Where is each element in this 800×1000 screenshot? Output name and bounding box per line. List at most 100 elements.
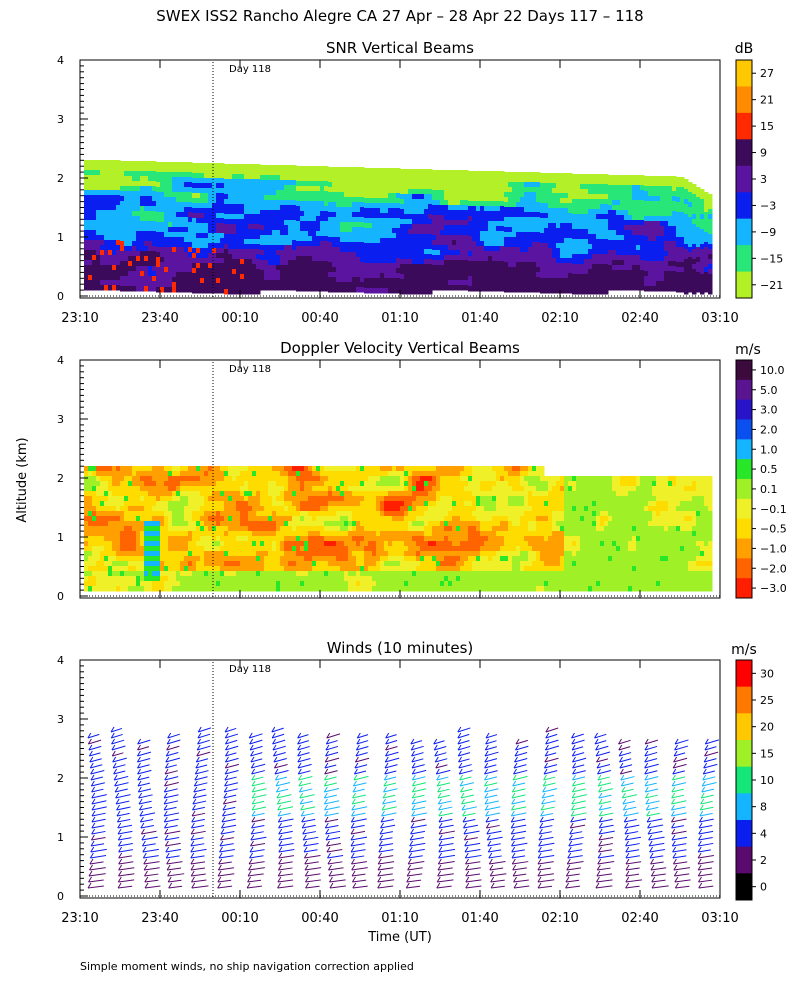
snr-cell [408,259,413,265]
doppler-cell [196,531,201,537]
snr-cell [472,266,477,272]
snr-cell [416,194,421,200]
snr-cell [464,235,469,241]
doppler-cell [84,561,89,567]
snr-cell [460,180,465,186]
snr-cell [404,244,409,250]
snr-cell [376,183,381,189]
snr-cell [616,190,621,196]
snr-cell [160,252,165,258]
snr-cell [348,227,353,233]
snr-cell [624,200,629,206]
snr-cell [256,179,261,185]
snr-cell [432,190,437,196]
doppler-cell [92,541,97,547]
snr-cell [500,221,505,227]
snr-cell [104,235,109,241]
snr-cell [548,288,553,294]
snr-cell [640,250,645,256]
snr-cell [260,250,265,256]
snr-cell [100,170,105,176]
snr-cell [552,273,557,279]
snr-cell [464,230,469,236]
snr-cell [708,229,713,235]
snr-cell [596,174,601,180]
snr-cell [544,238,549,244]
snr-cell [476,201,481,207]
snr-cell [212,188,217,194]
snr-cell [596,234,601,240]
snr-cell [592,244,597,250]
snr-cell [636,280,641,286]
doppler-cell [148,531,153,537]
snr-cell [560,223,565,229]
snr-cell [428,174,433,180]
snr-cell [424,259,429,265]
snr-cell [140,161,145,167]
snr-cell [228,164,233,170]
snr-cell [480,251,485,257]
snr-cell [400,189,405,195]
snr-cell [660,216,665,222]
snr-cell [164,202,169,208]
snr-cell [356,242,361,248]
snr-cell [224,244,229,250]
snr-cell [104,160,109,166]
snr-cell [524,207,529,213]
snr-cell [428,234,433,240]
doppler-cell [88,541,93,547]
snr-cell [380,278,385,284]
snr-cell [288,200,293,206]
snr-cell [440,245,445,251]
snr-cell [452,210,457,216]
doppler-cell [156,556,161,562]
snr-cell [304,266,309,272]
doppler-cell [136,501,141,507]
snr-cell [540,188,545,194]
doppler-cell [224,516,229,522]
snr-cell [388,243,393,249]
doppler-cell [236,531,241,537]
snr-cell [180,257,185,263]
snr-cell [576,189,581,195]
snr-cell [392,183,397,189]
snr-cell [600,259,605,265]
snr-cell [368,178,373,184]
snr-cell [532,202,537,208]
snr-cell [88,190,93,196]
doppler-cell [224,541,229,547]
snr-cell [100,275,105,281]
snr-cell [540,198,545,204]
doppler-cell [144,576,149,582]
snr-cell [96,225,101,231]
doppler-cell [160,491,165,497]
doppler-cell [148,521,153,527]
snr-cell [500,246,505,252]
snr-cell [228,209,233,215]
snr-cell [92,210,97,216]
snr-cell [528,202,533,208]
snr-cell [336,212,341,218]
snr-cell [336,272,341,278]
doppler-cell [92,506,97,512]
doppler-cell [148,506,153,512]
snr-cell [272,240,277,246]
snr-cell [240,189,245,195]
doppler-cell [160,536,165,542]
doppler-cell [88,531,93,537]
snr-cell [328,192,333,198]
snr-cell [332,242,337,248]
snr-cell [164,257,169,263]
snr-cell [268,240,273,246]
snr-cell [628,265,633,271]
snr-cell [612,210,617,216]
snr-cell [220,288,225,294]
snr-cell [512,232,517,238]
snr-cell [656,206,661,212]
snr-cell [636,245,641,251]
snr-cell [412,179,417,185]
snr-cell [352,262,357,268]
snr-cell [544,243,549,249]
snr-cell [276,270,281,276]
snr-cell [536,257,541,263]
